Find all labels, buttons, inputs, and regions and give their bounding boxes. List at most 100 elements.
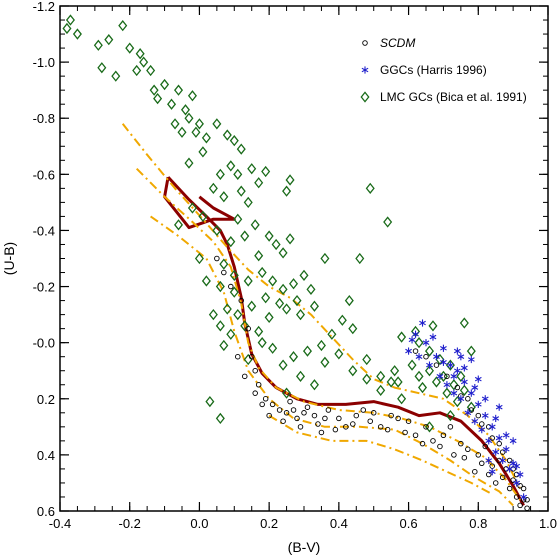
data-point xyxy=(247,163,257,175)
data-point xyxy=(506,465,514,473)
data-point xyxy=(485,471,492,478)
model-track-dashdot xyxy=(268,414,493,496)
series-1 xyxy=(405,319,527,501)
data-point xyxy=(250,219,260,231)
data-point xyxy=(318,429,325,436)
data-point xyxy=(449,379,459,391)
model-track-dashdot xyxy=(135,167,521,501)
data-point xyxy=(458,440,464,447)
data-point xyxy=(282,185,292,197)
data-point xyxy=(322,415,328,422)
y-tick-label: -1.0 xyxy=(33,55,55,70)
data-point xyxy=(309,379,319,391)
data-point xyxy=(201,132,211,144)
data-point xyxy=(187,90,197,102)
data-point xyxy=(289,278,299,290)
data-point xyxy=(149,84,159,96)
data-point xyxy=(215,412,225,425)
data-point xyxy=(252,390,258,396)
data-point xyxy=(336,415,342,422)
data-point xyxy=(444,373,450,380)
data-point xyxy=(139,56,149,68)
data-point xyxy=(367,418,373,424)
data-point xyxy=(222,129,232,141)
x-tick-label: 0.8 xyxy=(469,516,487,531)
data-point xyxy=(440,358,447,366)
data-point xyxy=(386,376,396,388)
data-point xyxy=(428,320,438,332)
data-point xyxy=(304,404,311,410)
data-point xyxy=(440,344,447,352)
data-point xyxy=(290,407,297,413)
data-point xyxy=(146,64,156,77)
data-point xyxy=(302,345,312,357)
data-point xyxy=(445,409,455,422)
data-point xyxy=(418,381,428,394)
data-point xyxy=(118,19,128,32)
data-point xyxy=(268,342,278,354)
data-point xyxy=(499,474,506,481)
data-point xyxy=(226,328,236,340)
data-point xyxy=(464,409,472,417)
data-point xyxy=(167,98,177,110)
data-point xyxy=(524,505,530,511)
data-point xyxy=(513,494,520,500)
data-point xyxy=(452,395,462,408)
data-point xyxy=(499,456,507,465)
data-point xyxy=(262,396,269,402)
data-point xyxy=(194,118,204,130)
data-point xyxy=(436,372,444,380)
data-point xyxy=(474,375,482,383)
data-point xyxy=(509,437,517,445)
data-point xyxy=(309,300,319,312)
data-point xyxy=(248,353,255,360)
data-point xyxy=(471,383,479,392)
data-point xyxy=(431,376,441,388)
data-point xyxy=(492,414,500,423)
y-tick-label: 0.4 xyxy=(37,448,55,463)
data-point xyxy=(438,370,448,382)
y-tick-label: -0.6 xyxy=(33,167,55,182)
data-point xyxy=(332,426,339,433)
data-point xyxy=(285,174,295,186)
data-point xyxy=(62,22,72,35)
data-point xyxy=(362,353,372,366)
data-point xyxy=(306,283,316,296)
data-point xyxy=(174,84,184,96)
data-point xyxy=(465,396,471,402)
data-point xyxy=(235,353,241,360)
data-point xyxy=(467,389,475,397)
data-point xyxy=(506,485,513,492)
legend-marker xyxy=(361,66,369,74)
data-point xyxy=(219,258,229,270)
data-point xyxy=(285,233,295,245)
data-point xyxy=(503,466,509,472)
data-point xyxy=(301,410,307,416)
x-tick-label: -0.4 xyxy=(49,516,71,531)
data-point xyxy=(457,353,465,361)
data-point xyxy=(499,449,506,455)
data-point xyxy=(461,454,468,461)
data-point xyxy=(243,196,253,209)
data-point xyxy=(348,365,358,377)
data-point xyxy=(282,303,292,315)
y-tick-label: -0.0 xyxy=(33,336,55,351)
data-point xyxy=(459,317,469,329)
data-point xyxy=(485,456,493,465)
data-point xyxy=(280,418,286,424)
data-point xyxy=(325,407,332,413)
data-point xyxy=(226,160,236,172)
data-point xyxy=(160,78,170,91)
data-point xyxy=(229,135,239,147)
data-point xyxy=(233,308,243,321)
data-point xyxy=(460,378,468,386)
data-point xyxy=(397,331,407,343)
y-tick-label: -1.2 xyxy=(33,0,55,14)
y-tick-label: 0.6 xyxy=(37,504,55,519)
y-tick-label: -0.2 xyxy=(33,280,55,295)
data-point xyxy=(376,384,386,397)
data-point xyxy=(334,348,344,360)
data-point xyxy=(198,210,208,223)
data-point xyxy=(450,372,458,380)
data-point xyxy=(485,437,493,445)
